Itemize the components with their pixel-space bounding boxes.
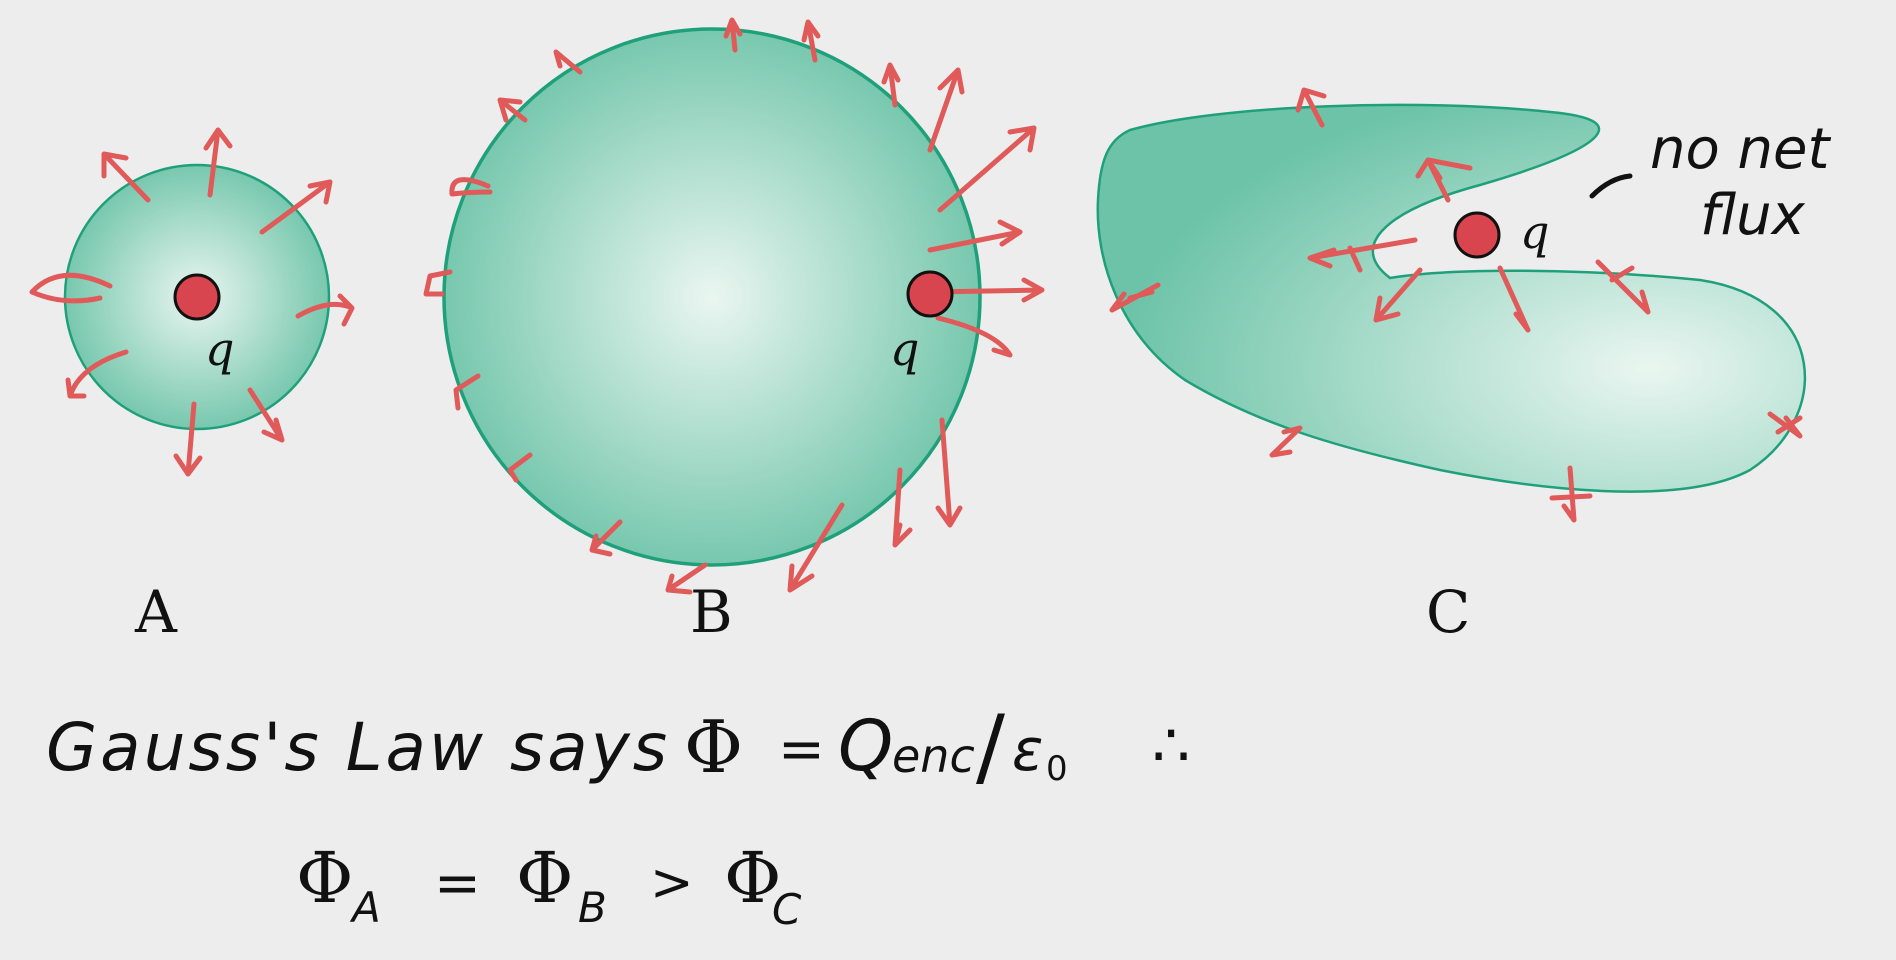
equation1-eps-sub: 0 <box>1046 749 1068 789</box>
equation1-equals: = <box>778 717 825 782</box>
surface-c: q C no net flux <box>1096 87 1832 646</box>
surface-a-flux-arrows <box>29 127 355 477</box>
equation2-phi-a: Φ <box>296 837 353 919</box>
equation1-text: Gauss's Law says <box>46 709 670 786</box>
surface-b-label: B <box>690 578 733 646</box>
surface-b-charge-label: q <box>890 322 919 376</box>
surface-b-sphere <box>442 27 982 567</box>
equation2-sub-b: B <box>578 883 607 932</box>
equation2-equals: = <box>434 851 481 916</box>
surface-c-flux-arrows <box>1109 87 1803 523</box>
surface-a-label: A <box>134 578 178 646</box>
surface-a-charge-label: q <box>205 322 234 376</box>
equation1-q-sub: enc <box>892 729 975 783</box>
equation2-phi-c: Φ <box>724 837 781 919</box>
surface-c-shape <box>1096 103 1807 493</box>
equation-flux-comparison: Φ A = Φ B > Φ C <box>296 837 802 934</box>
equation2-phi-b: Φ <box>516 837 573 919</box>
equation1-phi: Φ <box>684 705 743 789</box>
equation1-therefore: ∴ <box>1152 711 1190 781</box>
equation1-q: Q <box>838 705 893 787</box>
equation2-sub-a: A <box>349 883 381 932</box>
surface-c-charge <box>1453 211 1501 259</box>
surface-b-charge <box>906 270 954 318</box>
annotation-line1: no net <box>1650 117 1832 182</box>
equation2-sub-c: C <box>772 885 802 934</box>
equation1-eps: ε <box>1012 716 1043 784</box>
surface-c-charge-label: q <box>1520 205 1549 259</box>
surface-c-label: C <box>1426 578 1470 646</box>
equation1-slash: / <box>976 697 1005 797</box>
equation2-greater: > <box>650 853 694 913</box>
equation-gauss-law: Gauss's Law says Φ = Q enc / ε 0 ∴ <box>46 697 1190 797</box>
surface-b: q B <box>423 17 1045 646</box>
surface-a: q A <box>29 127 355 646</box>
surface-a-charge <box>173 273 221 321</box>
annotation-line2: flux <box>1700 183 1806 248</box>
annotation-pointer <box>1589 173 1633 199</box>
